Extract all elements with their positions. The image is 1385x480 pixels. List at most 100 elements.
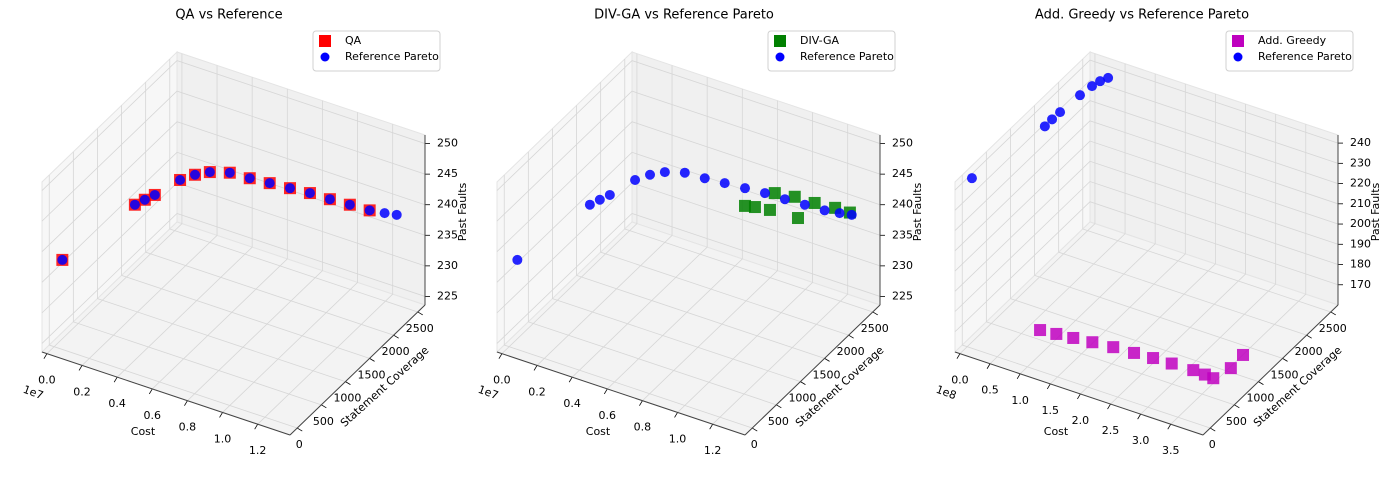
- y-tick-label: 500: [768, 415, 789, 428]
- point: [175, 174, 186, 185]
- y-tick: [1330, 311, 1336, 316]
- x-tick: [1077, 393, 1081, 400]
- point: [57, 254, 68, 265]
- legend-swatch: [775, 52, 785, 62]
- x-tick-label: 0.4: [108, 397, 126, 410]
- point: [768, 187, 781, 200]
- point: [719, 178, 730, 189]
- point: [379, 208, 390, 219]
- z-tick-label: 245: [437, 167, 458, 180]
- y-tick: [1282, 358, 1288, 362]
- y-tick-label: 2000: [382, 345, 410, 358]
- y-tick: [848, 334, 854, 339]
- x-axis: [954, 351, 1204, 436]
- y-tick: [776, 404, 782, 409]
- x-tick: [148, 388, 153, 395]
- point: [1034, 324, 1047, 337]
- x-tick-label: 1.2: [704, 444, 722, 457]
- legend-label: Reference Pareto: [345, 50, 439, 63]
- grid-line: [985, 151, 1235, 406]
- point: [1187, 364, 1200, 377]
- x-tick: [1046, 383, 1051, 390]
- grid-line: [81, 65, 218, 366]
- grid-line: [222, 112, 358, 413]
- z-tick-label: 200: [1350, 217, 1371, 230]
- x-tick: [1107, 403, 1111, 410]
- point: [1165, 357, 1178, 370]
- grid-line: [1034, 105, 1283, 359]
- point: [1039, 121, 1050, 132]
- legend-box: [312, 30, 441, 72]
- grid-line: [152, 88, 288, 390]
- point: [819, 205, 830, 216]
- grid-line: [552, 128, 801, 382]
- z-axis-label: Past Faults: [911, 182, 924, 241]
- z-tick-label: 240: [1350, 136, 1371, 149]
- x-tick-label: 0.6: [144, 409, 162, 422]
- point: [799, 199, 810, 210]
- legend-label: Reference Pareto: [1258, 50, 1352, 63]
- point: [1087, 81, 1098, 92]
- x-tick: [219, 412, 223, 418]
- x-tick: [674, 412, 678, 418]
- z-tick-label: 250: [437, 137, 458, 150]
- x-tick: [1167, 424, 1172, 430]
- point: [391, 209, 402, 220]
- x-tick-label: 1.0: [214, 432, 232, 445]
- point: [748, 201, 761, 214]
- legend-label: Reference Pareto: [800, 50, 894, 63]
- y-tick: [321, 404, 327, 409]
- y-tick-label: 500: [313, 415, 334, 428]
- y-tick-label: 0: [1209, 438, 1216, 451]
- x-tick-label: 0.0: [951, 374, 969, 387]
- x-tick: [568, 376, 573, 383]
- point: [1237, 348, 1250, 361]
- x-tick-label: 0.8: [634, 421, 652, 434]
- x-tick: [533, 365, 538, 371]
- point: [1095, 76, 1106, 87]
- point: [139, 194, 150, 205]
- grid-line: [954, 59, 1339, 191]
- y-tick: [369, 358, 375, 362]
- y-tick-label: 0: [296, 438, 303, 451]
- z-tick-label: 245: [892, 167, 913, 180]
- y-tick-label: 2000: [1295, 345, 1323, 358]
- z-tick-label: 235: [892, 228, 913, 241]
- grid-line: [496, 151, 881, 283]
- point: [630, 174, 641, 185]
- x-axis: [41, 351, 291, 436]
- y-tick: [1258, 381, 1264, 385]
- point: [846, 209, 857, 220]
- x-tick-label: 0.0: [38, 374, 56, 387]
- x-tick: [603, 388, 608, 395]
- x-tick-label: 1.5: [1042, 404, 1060, 417]
- x-tick-label: 0.2: [73, 385, 91, 398]
- x-tick: [254, 423, 259, 430]
- point: [1050, 327, 1063, 340]
- grid-line: [41, 212, 426, 344]
- legend-box: [767, 30, 896, 72]
- x-tick-label: 0.6: [599, 409, 617, 422]
- z-tick-label: 225: [892, 289, 913, 302]
- x-tick: [1016, 373, 1021, 380]
- z-tick-label: 240: [437, 198, 458, 211]
- grid-line: [954, 201, 1339, 333]
- x-tick-label: 0.5: [981, 384, 999, 397]
- grid-line: [1080, 93, 1216, 395]
- point: [740, 183, 751, 194]
- point: [1107, 341, 1120, 354]
- grid-line: [145, 82, 394, 336]
- grid-line: [954, 120, 1339, 252]
- point: [1103, 72, 1114, 83]
- point: [659, 167, 670, 178]
- grid-line: [712, 124, 849, 425]
- z-tick-label: 180: [1350, 258, 1371, 271]
- point: [779, 194, 790, 205]
- x-tick-label: 0.2: [528, 385, 546, 398]
- x-tick-label: 0.0: [493, 374, 511, 387]
- point: [759, 188, 770, 199]
- grid-line: [41, 90, 426, 222]
- grid-line: [536, 65, 673, 366]
- x-axis-label: Cost: [586, 425, 611, 438]
- y-tick: [345, 381, 351, 385]
